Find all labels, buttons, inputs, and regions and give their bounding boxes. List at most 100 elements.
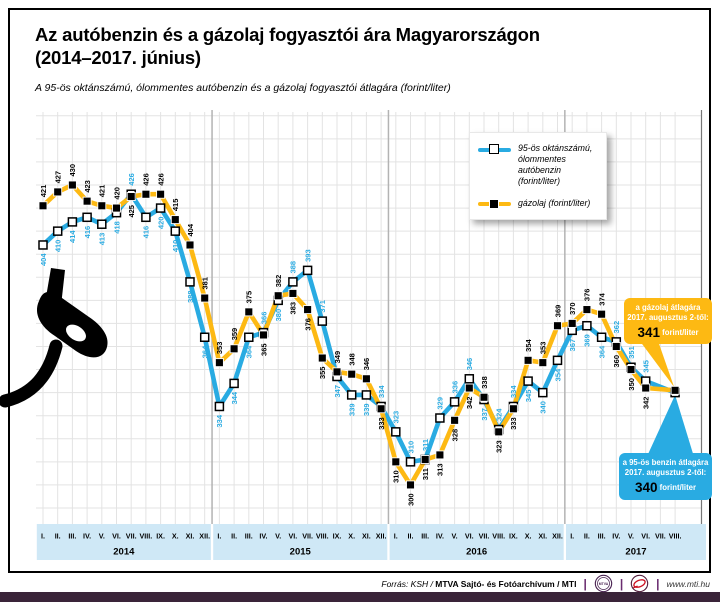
svg-text:XII.: XII. (552, 532, 563, 541)
svg-text:2017: 2017 (625, 547, 646, 558)
svg-text:367: 367 (568, 339, 577, 352)
svg-text:374: 374 (597, 292, 606, 305)
svg-text:338: 338 (480, 376, 489, 389)
svg-text:427: 427 (54, 171, 63, 184)
svg-text:III.: III. (598, 532, 606, 541)
svg-text:413: 413 (98, 233, 107, 246)
svg-text:350: 350 (627, 378, 636, 391)
point-value-labels: 404 421 410 427 414 430 416 423 413 421 418 420 426 4… (39, 164, 651, 506)
svg-text:388: 388 (289, 261, 298, 274)
svg-text:MTVA: MTVA (599, 582, 609, 586)
svg-text:354: 354 (553, 368, 562, 381)
svg-text:336: 336 (450, 381, 459, 394)
svg-text:334: 334 (215, 414, 224, 427)
svg-text:359: 359 (230, 328, 239, 341)
svg-text:376: 376 (303, 318, 312, 331)
footer-divider: | (619, 576, 624, 591)
svg-text:342: 342 (465, 397, 474, 410)
svg-text:XI.: XI. (186, 532, 195, 541)
svg-text:IV.: IV. (259, 532, 267, 541)
svg-text:371: 371 (318, 300, 327, 313)
svg-text:346: 346 (362, 358, 371, 371)
svg-text:353: 353 (539, 342, 548, 355)
fuel-nozzle-graphic (0, 268, 108, 408)
svg-text:355: 355 (318, 367, 327, 380)
svg-text:366: 366 (259, 312, 268, 325)
svg-text:IV.: IV. (83, 532, 91, 541)
svg-text:I.: I. (217, 532, 221, 541)
svg-text:364: 364 (201, 345, 210, 358)
source-credit: Forrás: KSH / MTVA Sajtó- és Fotóarchívu… (381, 578, 577, 589)
svg-text:VII.: VII. (655, 532, 666, 541)
svg-text:420: 420 (156, 217, 165, 230)
svg-text:339: 339 (362, 403, 371, 416)
title-line-2: (2014–2017. június) (35, 46, 201, 68)
svg-text:2016: 2016 (466, 547, 487, 558)
petrol-callout-value: 340 (634, 479, 658, 495)
svg-text:349: 349 (333, 351, 342, 364)
svg-text:X.: X. (525, 532, 532, 541)
svg-text:360: 360 (612, 355, 621, 368)
svg-text:421: 421 (39, 185, 48, 198)
svg-text:IV.: IV. (436, 532, 444, 541)
svg-text:369: 369 (553, 305, 562, 318)
petrol-price-callout: a 95-ös benzin átlagára 2017. augusztus … (619, 453, 712, 500)
svg-text:I.: I. (41, 532, 45, 541)
svg-text:426: 426 (142, 173, 151, 186)
petrol-legend-label: 95-ös oktánszámú, ólommentes autóbenzin … (518, 143, 593, 186)
svg-text:V.: V. (275, 532, 281, 541)
svg-text:VIII.: VIII. (492, 532, 505, 541)
petrol-line (40, 191, 678, 465)
svg-text:369: 369 (583, 334, 592, 347)
svg-text:347: 347 (333, 385, 342, 398)
svg-text:VI.: VI. (465, 532, 474, 541)
svg-text:351: 351 (627, 346, 636, 359)
svg-text:334: 334 (377, 385, 386, 398)
svg-text:311: 311 (421, 468, 430, 480)
svg-text:414: 414 (68, 230, 77, 243)
svg-text:III.: III. (245, 532, 253, 541)
diesel-legend-label: gázolaj (forint/liter) (518, 197, 591, 208)
svg-text:416: 416 (142, 226, 151, 239)
diesel-legend-sample (478, 198, 511, 210)
data-markers (38, 180, 680, 490)
x-axis-bands: I. II. III. IV. V. VI. VII. VIII. IX. X. XI. XII.20… (36, 524, 706, 560)
mtva-logo-icon: MTVA (594, 574, 613, 593)
nozzle-hose (0, 339, 63, 408)
border-frame (8, 8, 711, 573)
svg-text:426: 426 (156, 173, 165, 186)
svg-text:VI.: VI. (289, 532, 298, 541)
svg-text:II.: II. (231, 532, 237, 541)
svg-text:383: 383 (289, 302, 298, 315)
petrol-callout-tail (648, 395, 694, 454)
svg-text:323: 323 (495, 440, 504, 453)
diesel-callout-value: 341 (637, 324, 660, 340)
legend-diesel-row: gázolaj (forint/liter) (478, 198, 600, 210)
svg-text:VI.: VI. (112, 532, 121, 541)
svg-text:421: 421 (98, 185, 107, 198)
svg-text:333: 333 (377, 417, 386, 430)
svg-text:XI.: XI. (362, 532, 371, 541)
svg-text:345: 345 (524, 390, 533, 403)
svg-text:X.: X. (348, 532, 355, 541)
mti-logo-icon (630, 574, 649, 593)
svg-text:334: 334 (509, 385, 518, 398)
svg-text:2015: 2015 (290, 547, 312, 558)
chart-legend: 95-ös oktánszámú, ólommentes autóbenzin … (469, 132, 607, 220)
svg-text:IX.: IX. (333, 532, 342, 541)
svg-text:344: 344 (230, 391, 239, 404)
diesel-line (40, 182, 678, 488)
svg-text:353: 353 (215, 342, 224, 355)
svg-text:IX.: IX. (156, 532, 165, 541)
svg-text:VIII.: VIII. (140, 532, 153, 541)
svg-text:II.: II. (584, 532, 590, 541)
svg-text:V.: V. (99, 532, 105, 541)
svg-text:410: 410 (54, 240, 63, 253)
svg-text:II.: II. (408, 532, 414, 541)
svg-text:IV.: IV. (612, 532, 620, 541)
svg-text:375: 375 (245, 291, 254, 304)
svg-text:345: 345 (642, 360, 651, 373)
footer-divider: | (583, 576, 587, 591)
svg-text:365: 365 (259, 343, 268, 356)
svg-text:364: 364 (245, 345, 254, 358)
